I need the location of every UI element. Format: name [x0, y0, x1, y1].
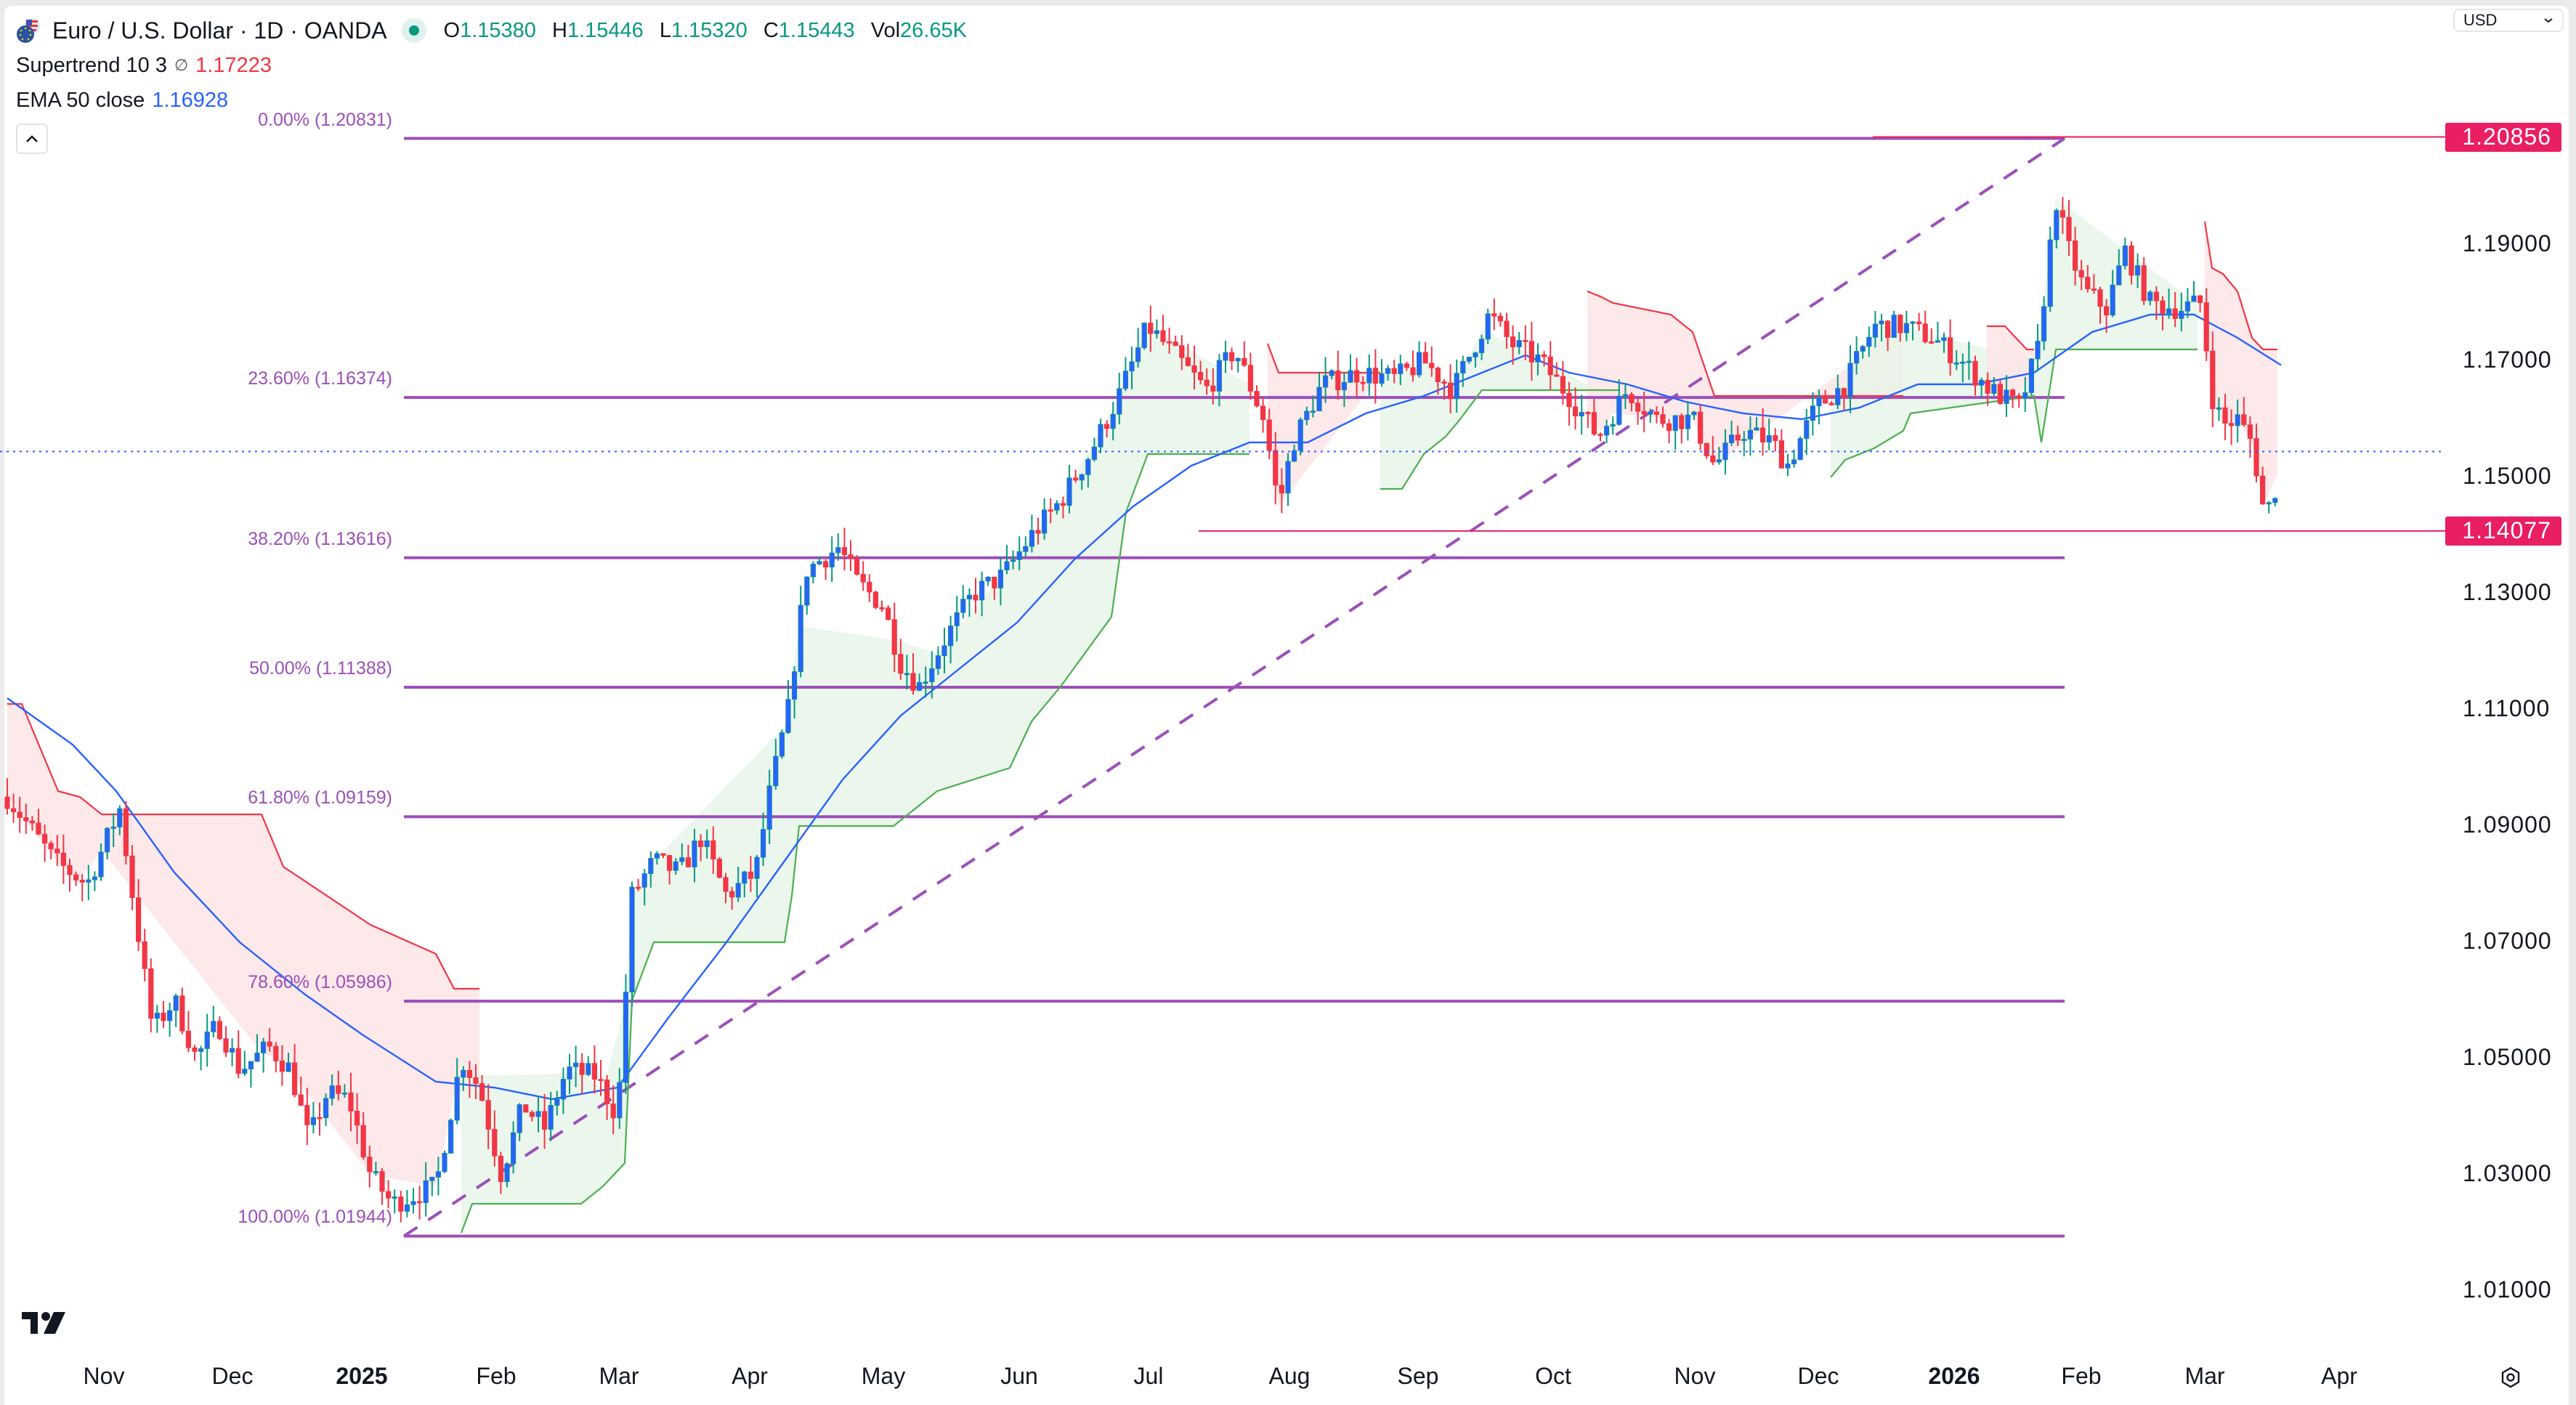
time-tick-label: Feb: [476, 1363, 517, 1389]
price-tick-label: 1.05000: [2463, 1044, 2552, 1070]
time-tick-label: Nov: [83, 1363, 125, 1389]
time-tick-label: Apr: [2321, 1363, 2357, 1389]
time-tick-label: Dec: [211, 1363, 254, 1389]
market-open-status-icon: [401, 18, 426, 43]
ema-50-line: [7, 313, 2282, 1101]
price-tick-label: 1.17000: [2463, 347, 2552, 373]
symbol-row: Euro / U.S. Dollar · 1D · OANDA O1.15380…: [16, 13, 967, 48]
horizontal-lines[interactable]: [1199, 136, 2445, 532]
currency-select[interactable]: USD: [2453, 9, 2564, 32]
open-label: O: [443, 19, 461, 42]
time-tick-label: Aug: [1268, 1363, 1311, 1389]
eur-usd-flag-icon: [16, 17, 42, 44]
time-tick-label: Mar: [599, 1363, 639, 1389]
price-tick-label: 1.11000: [2463, 695, 2551, 721]
price-tick-label: 1.13000: [2463, 579, 2552, 605]
time-tick-label: Sep: [1397, 1363, 1439, 1389]
indicator-name: Supertrend 10 3: [16, 54, 167, 77]
volume-label: Vol: [870, 19, 901, 42]
fibonacci-retracement[interactable]: [402, 137, 2066, 1238]
fib-level-label: 50.00% (1.11388): [249, 657, 392, 679]
time-tick-label: May: [861, 1363, 906, 1389]
indicator-value: 1.16928: [152, 89, 229, 112]
fib-level-label: 23.60% (1.16374): [248, 368, 392, 389]
indicator-supertrend[interactable]: Supertrend 10 3 ∅ 1.17223: [16, 48, 967, 83]
supertrend-line: [7, 221, 2277, 1234]
symbol-title[interactable]: Euro / U.S. Dollar · 1D · OANDA: [52, 17, 387, 44]
settings-gear-icon[interactable]: [2499, 1366, 2522, 1393]
time-tick-label: Jun: [1000, 1363, 1038, 1389]
low-value: 1.15320: [671, 19, 748, 42]
high-label: H: [552, 19, 567, 42]
close-label: C: [763, 19, 779, 42]
close-value: 1.15443: [778, 19, 855, 42]
price-level-tag[interactable]: 1.20856: [2445, 122, 2561, 152]
time-tick-label: Jul: [1133, 1363, 1164, 1389]
time-tick-label: Feb: [2061, 1363, 2102, 1389]
time-tick-label: Dec: [1797, 1363, 1839, 1389]
price-tick-label: 1.01000: [2463, 1276, 2552, 1303]
price-level-tag[interactable]: 1.14077: [2445, 516, 2561, 546]
fib-level-label: 61.80% (1.09159): [248, 787, 392, 809]
price-tick-label: 1.15000: [2463, 463, 2552, 489]
indicator-ema[interactable]: EMA 50 close 1.16928: [16, 83, 967, 118]
supertrend-fill: [7, 198, 2277, 1233]
collapse-legend-button[interactable]: [16, 124, 48, 154]
high-value: 1.15446: [567, 19, 644, 42]
price-tick-label: 1.03000: [2463, 1160, 2552, 1186]
candlestick-series: [4, 197, 2278, 1223]
time-tick-label: Mar: [2184, 1363, 2225, 1389]
price-tick-label: 1.09000: [2463, 811, 2552, 838]
low-label: L: [659, 19, 671, 42]
fib-level-label: 38.20% (1.13616): [248, 528, 392, 549]
time-tick-label: Oct: [1535, 1363, 1571, 1389]
chevron-down-icon: [2544, 18, 2553, 23]
indicator-name: EMA 50 close: [16, 89, 145, 112]
currency-value: USD: [2463, 11, 2498, 29]
time-tick-label: Apr: [732, 1363, 768, 1389]
open-value: 1.15380: [460, 19, 536, 42]
price-tick-label: 1.07000: [2463, 928, 2552, 954]
source-icon: ∅: [174, 56, 189, 74]
volume-value: 26.65K: [900, 19, 967, 42]
fib-level-label: 100.00% (1.01944): [238, 1207, 392, 1228]
ohlc-values: O1.15380 H1.15446 L1.15320 C1.15443 Vol2…: [434, 13, 967, 48]
fib-level-label: 78.60% (1.05986): [248, 972, 392, 993]
indicator-value: 1.17223: [195, 54, 272, 77]
fib-level-label: 0.00% (1.20831): [258, 109, 392, 130]
time-tick-label: 2025: [336, 1363, 388, 1389]
tradingview-logo-icon[interactable]: [22, 1312, 67, 1339]
time-tick-label: Nov: [1674, 1363, 1716, 1389]
chevron-up-icon: [26, 135, 38, 142]
price-tick-label: 1.19000: [2463, 230, 2552, 256]
chart-legend: Euro / U.S. Dollar · 1D · OANDA O1.15380…: [16, 13, 967, 154]
time-tick-label: 2026: [1928, 1363, 1980, 1389]
